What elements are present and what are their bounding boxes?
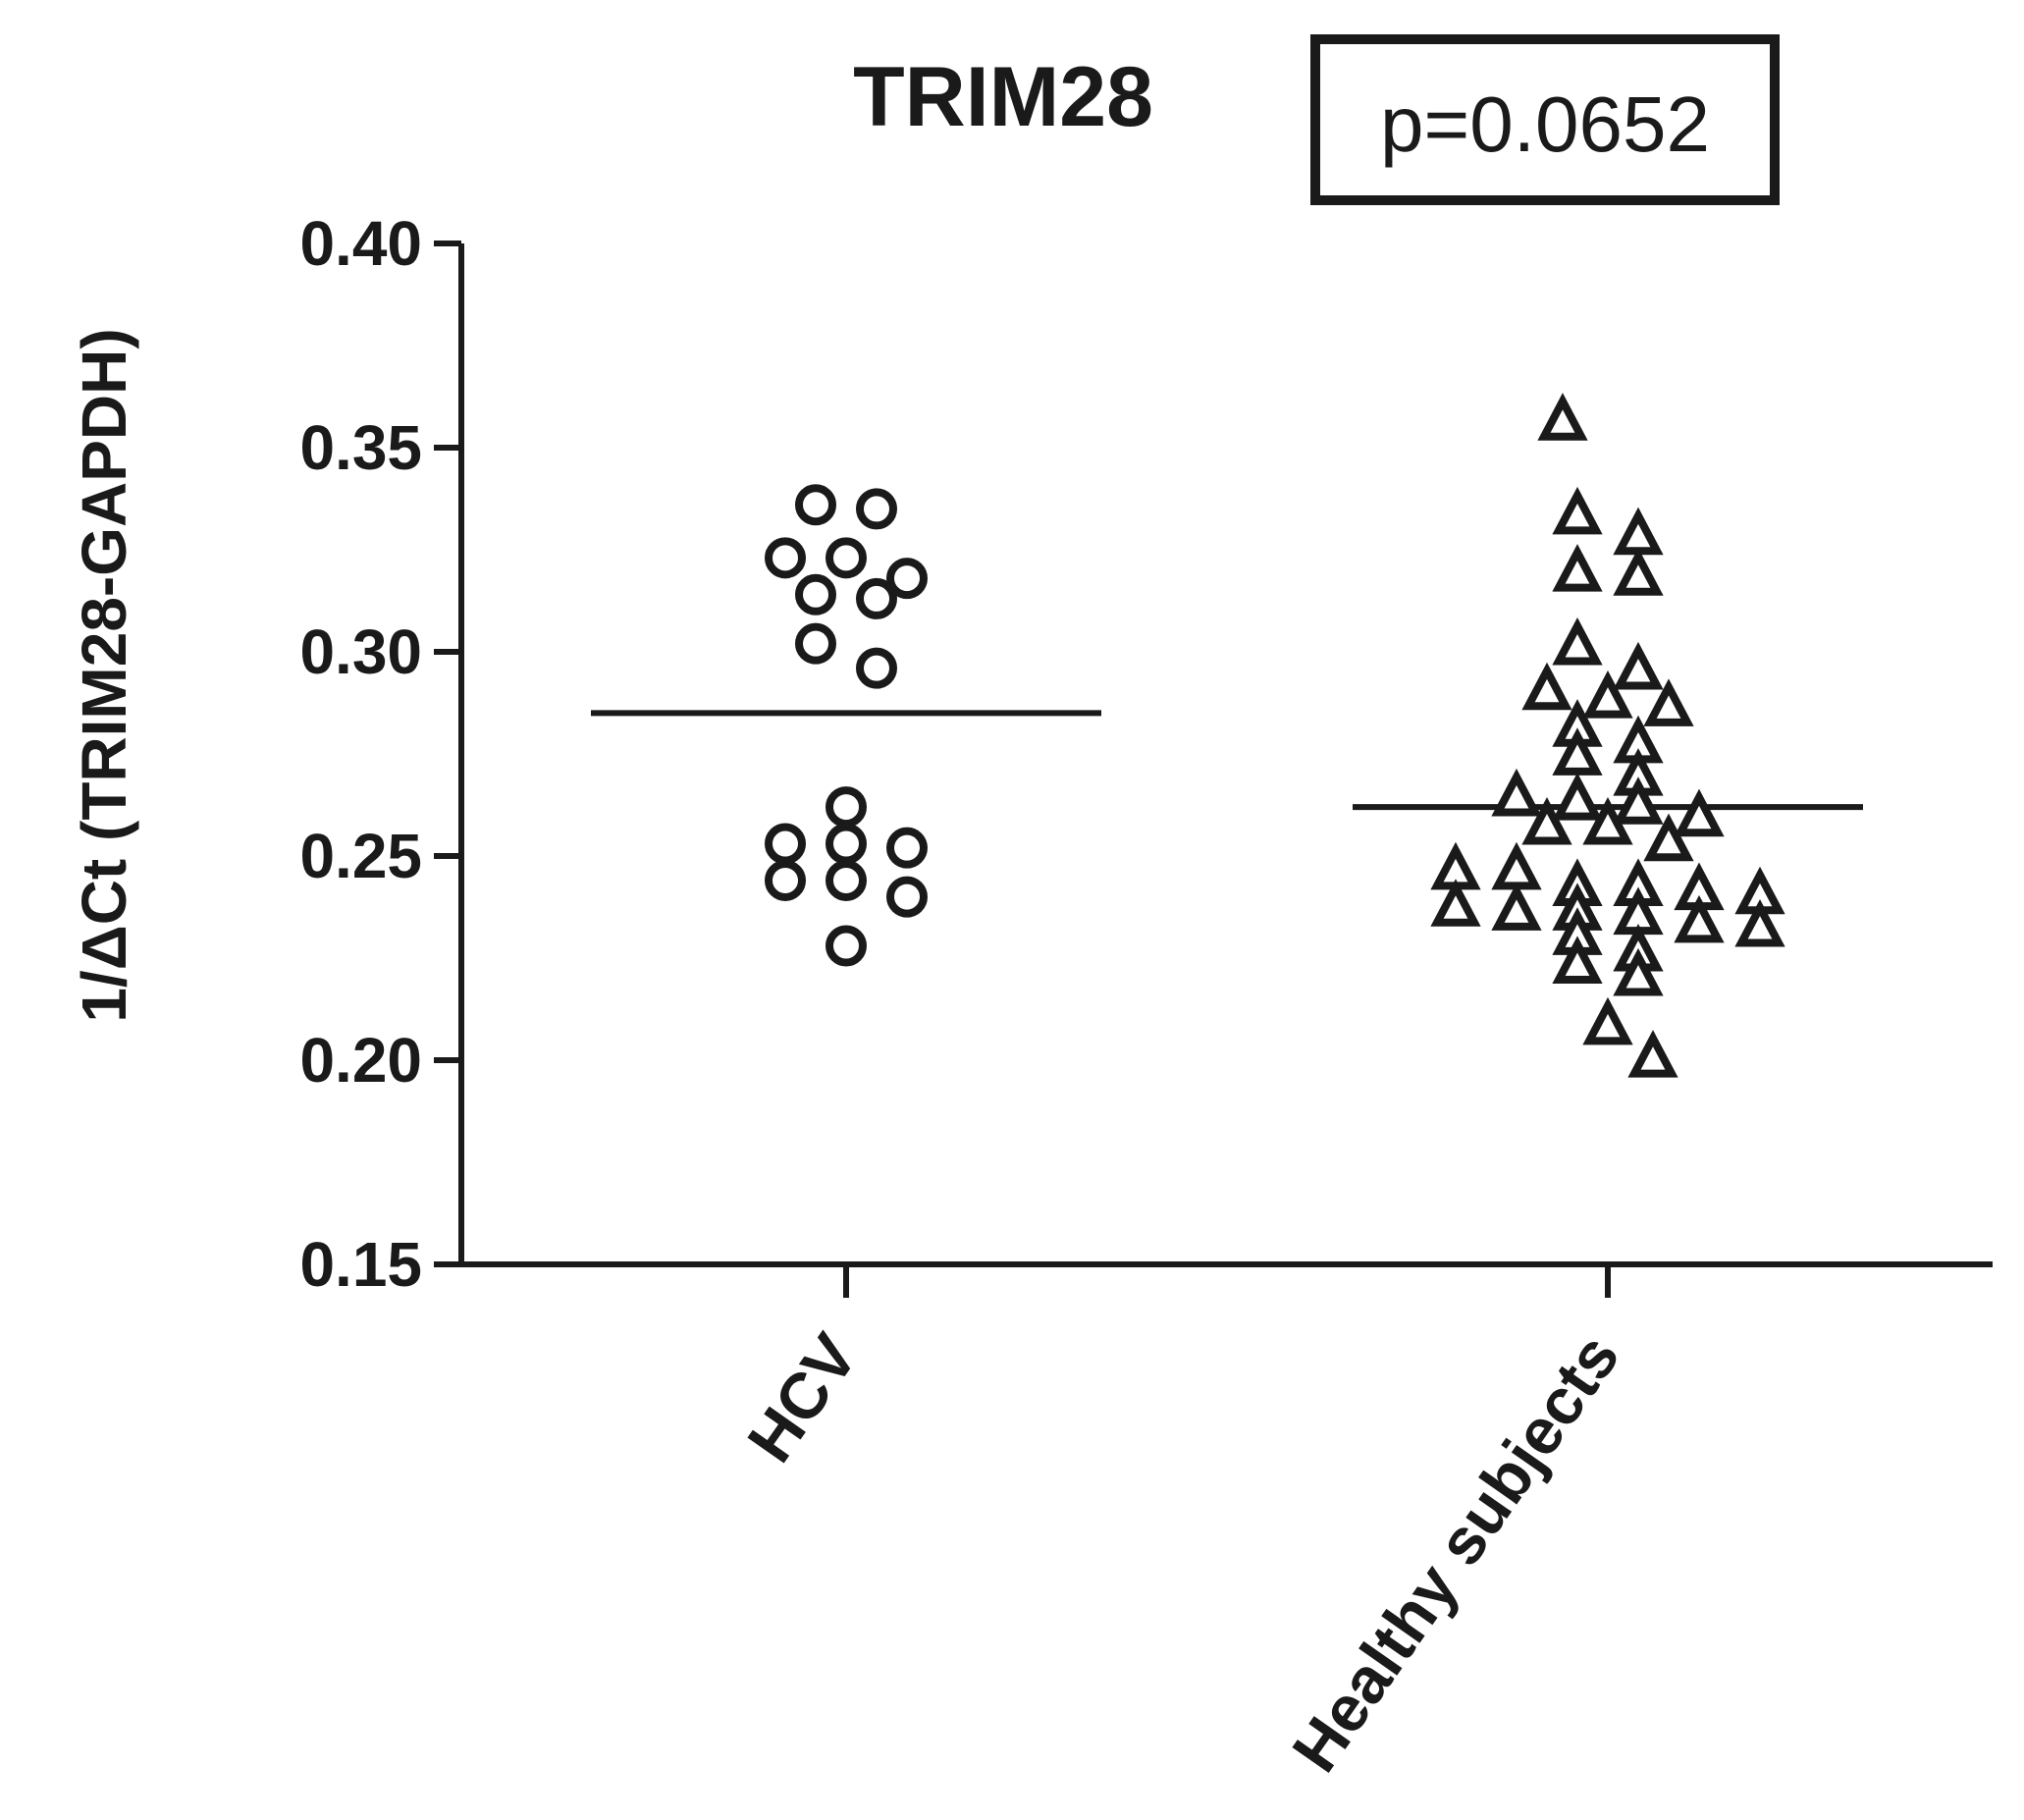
hcv-point	[826, 823, 867, 865]
healthy-point	[1491, 768, 1542, 817]
hcv-point	[856, 488, 897, 530]
x-category-label: HCV	[733, 1321, 872, 1475]
healthy-point	[1627, 1030, 1678, 1078]
y-ticks: 0.40 0.35 0.30 0.25 0.20 0.15	[299, 208, 461, 1300]
y-tick-label: 0.25	[299, 821, 422, 891]
hcv-point	[795, 573, 836, 616]
healthy-point	[1734, 898, 1785, 947]
healthy-point	[1582, 996, 1633, 1045]
hcv-point	[856, 577, 897, 619]
hcv-point	[856, 647, 897, 689]
healthy-point	[1552, 727, 1603, 776]
healthy-point	[1582, 670, 1633, 719]
hcv-point	[886, 558, 928, 600]
healthy-point	[1643, 813, 1694, 862]
hcv-point	[765, 823, 806, 865]
healthy-point	[1674, 788, 1725, 837]
healthy-point	[1613, 548, 1664, 596]
mean-lines	[591, 710, 1863, 811]
healthy-point	[1552, 773, 1603, 821]
p-value-text: p=0.0652	[1380, 80, 1710, 168]
healthy-point	[1613, 641, 1664, 690]
hcv-point	[795, 484, 836, 526]
y-tick-label: 0.40	[299, 208, 422, 279]
healthy-point	[1430, 879, 1481, 927]
healthy-point	[1491, 883, 1542, 931]
healthy-point	[1537, 393, 1588, 441]
y-tick-label: 0.15	[299, 1229, 422, 1300]
y-tick-label: 0.30	[299, 616, 422, 687]
healthy-point	[1552, 544, 1603, 592]
data-points	[765, 393, 1785, 1078]
healthy-point	[1521, 662, 1572, 711]
hcv-point	[826, 859, 867, 901]
y-tick-label: 0.20	[299, 1025, 422, 1096]
hcv-point	[765, 859, 806, 901]
healthy-point	[1674, 894, 1725, 943]
healthy-point	[1552, 486, 1603, 535]
healthy-point	[1552, 936, 1603, 984]
hcv-point	[826, 537, 867, 579]
healthy-point	[1613, 507, 1664, 556]
hcv-point	[886, 876, 928, 918]
hcv-point	[886, 827, 928, 869]
hcv-point	[826, 925, 867, 967]
x-category-label: Healthy subjects	[1278, 1321, 1632, 1785]
p-value-box: p=0.0652	[1310, 34, 1780, 205]
y-axis-label: 1/ΔCt (TRIM28-GAPDH)	[69, 328, 139, 1022]
healthy-point	[1613, 776, 1664, 825]
chart-title: TRIM28	[853, 50, 1153, 144]
healthy-point	[1491, 841, 1542, 890]
hcv-point	[826, 786, 867, 829]
hcv-point	[795, 622, 836, 665]
healthy-point	[1552, 616, 1603, 666]
p-value-box-border	[1310, 34, 1780, 205]
healthy-point	[1613, 947, 1664, 996]
healthy-point	[1521, 796, 1572, 845]
healthy-point	[1643, 678, 1694, 726]
y-tick-label: 0.35	[299, 412, 422, 483]
hcv-point	[765, 537, 806, 579]
x-ticks: HCV Healthy subjects	[733, 1264, 1632, 1785]
